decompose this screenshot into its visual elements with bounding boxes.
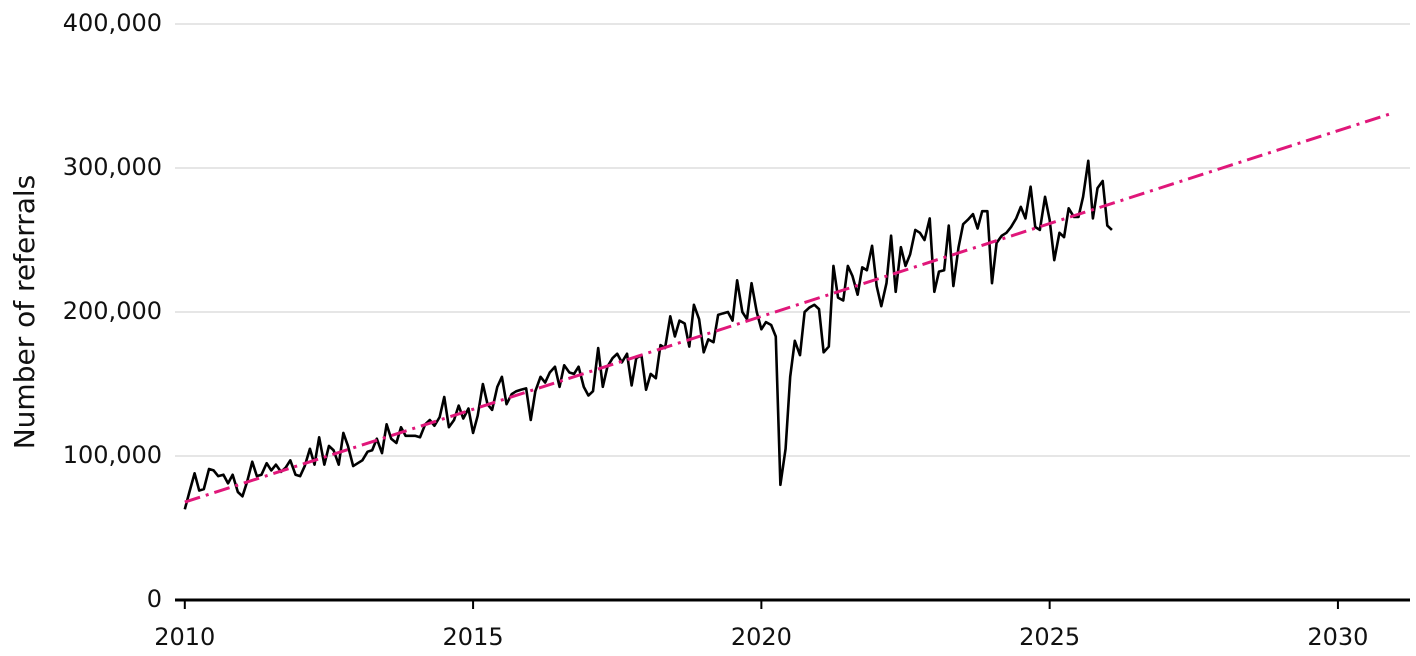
y-tick-label: 0 — [147, 585, 162, 613]
x-tick-label: 2025 — [1019, 623, 1080, 651]
y-axis-label: Number of referrals — [8, 175, 41, 450]
y-tick-label: 100,000 — [63, 441, 162, 469]
x-tick-label: 2015 — [443, 623, 504, 651]
y-tick-label: 400,000 — [63, 9, 162, 37]
y-tick-label: 200,000 — [63, 297, 162, 325]
x-tick-label: 2010 — [154, 623, 215, 651]
x-tick-label: 2020 — [731, 623, 792, 651]
trend-line — [184, 111, 1393, 504]
y-tick-label: 300,000 — [63, 153, 162, 181]
x-tick-label: 2030 — [1307, 623, 1368, 651]
